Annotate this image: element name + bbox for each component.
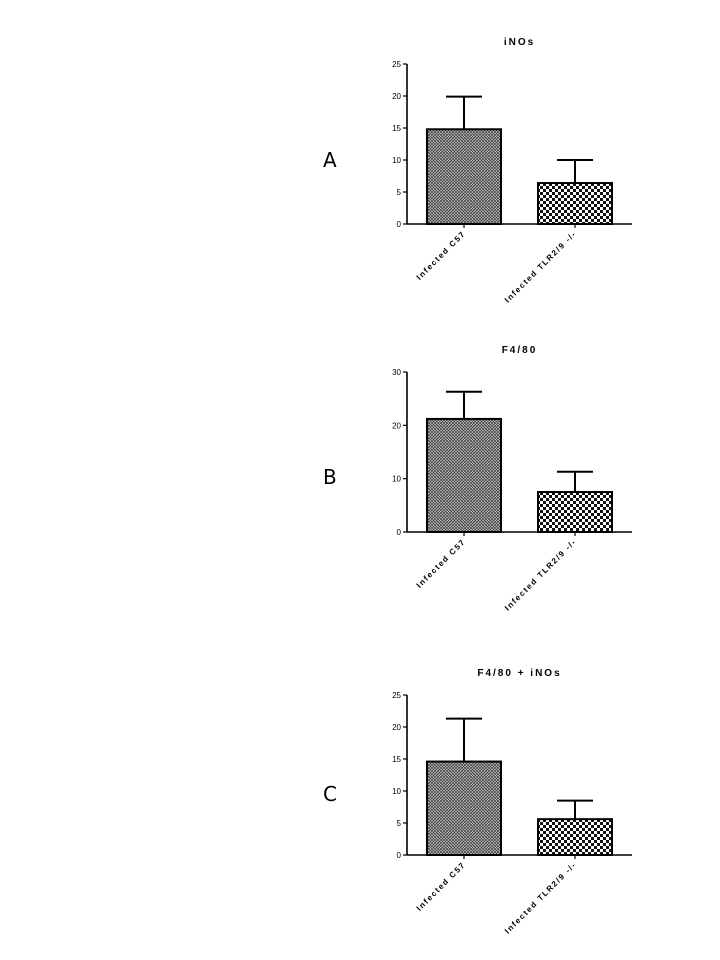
y-tick-label: 15: [392, 124, 401, 133]
y-tick-label: 10: [392, 787, 401, 796]
chart-3: F4/80 + iNOs 0 5 10 15 20 25 Infected C57 Infect…: [392, 668, 632, 936]
y-tick-label: 20: [392, 421, 401, 430]
bar-1: [426, 760, 502, 856]
panel-letter-a: A: [323, 148, 337, 172]
bar-1: [426, 417, 502, 533]
x-category-label: Infected TLR2/9 -/-: [503, 229, 579, 305]
y-tick-label: 5: [397, 188, 402, 197]
chart-2: F4/80 0 10 20 30 Infected C57 Infected TLR2/9 …: [392, 345, 632, 613]
x-category-label: Infected TLR2/9 -/-: [503, 537, 579, 613]
y-tick-label: 25: [392, 60, 401, 69]
bar-1: [426, 128, 502, 225]
bar-2: [537, 818, 613, 856]
y-tick-label: 10: [392, 156, 401, 165]
y-tick-label: 10: [392, 475, 401, 484]
x-category-label: Infected C57: [415, 537, 468, 590]
y-tick-label: 0: [397, 851, 402, 860]
bar-2: [537, 491, 613, 533]
x-category-label: Infected TLR2/9 -/-: [503, 860, 579, 936]
chart-title: F4/80: [502, 345, 538, 356]
chart-title: F4/80 + iNOs: [477, 668, 561, 679]
y-tick-label: 0: [397, 220, 402, 229]
x-category-label: Infected C57: [415, 229, 468, 282]
y-tick-label: 15: [392, 755, 401, 764]
y-tick-label: 20: [392, 723, 401, 732]
y-tick-label: 30: [392, 368, 401, 377]
panel-letter-c: C: [323, 782, 337, 806]
y-tick-label: 5: [397, 819, 402, 828]
y-tick-label: 20: [392, 92, 401, 101]
x-category-label: Infected C57: [415, 860, 468, 913]
chart-1: iNOs 0 5 10 15 20 25 Infected C57 Infected TLR2/…: [392, 37, 632, 305]
bar-2: [537, 182, 613, 225]
y-tick-label: 0: [397, 528, 402, 537]
y-tick-label: 25: [392, 691, 401, 700]
chart-title: iNOs: [504, 37, 535, 48]
panel-letter-b: B: [323, 465, 337, 489]
